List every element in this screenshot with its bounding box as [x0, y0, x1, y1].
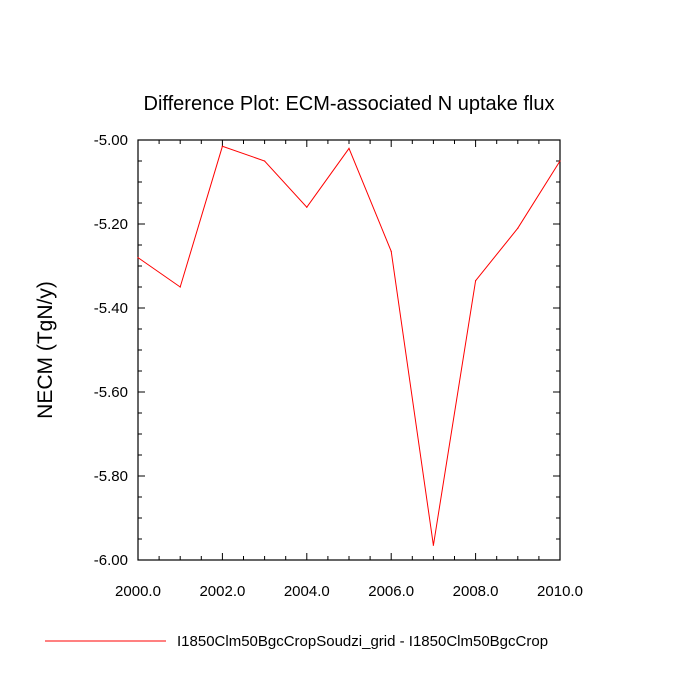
legend: I1850Clm50BgcCropSoudzi_grid - I1850Clm5…: [45, 633, 548, 650]
data-point: [348, 147, 350, 149]
x-tick-label: 2002.0: [199, 583, 245, 600]
plot-border: [137, 139, 561, 561]
data-point: [517, 227, 519, 229]
data-point: [390, 250, 392, 252]
axis-ticks: [137, 139, 561, 561]
data-point: [559, 160, 561, 162]
data-point: [221, 145, 223, 147]
x-tick-label: 2004.0: [284, 583, 330, 600]
legend-label: I1850Clm50BgcCropSoudzi_grid - I1850Clm5…: [177, 633, 548, 650]
y-tick-label: -5.20: [94, 216, 128, 233]
y-axis-label: NECM (TgN/y): [34, 281, 57, 419]
y-tick-label: -5.60: [94, 384, 128, 401]
x-tick-label: 2000.0: [115, 583, 161, 600]
y-tick-label: -6.00: [94, 552, 128, 569]
data-point: [475, 280, 477, 282]
chart-title: Difference Plot: ECM-associated N uptake…: [144, 93, 555, 115]
x-tick-label: 2006.0: [368, 583, 414, 600]
tick-labels: 2000.0 2002.0 2004.0 2006.0 2008.0 2010.0 -5.0…: [94, 132, 583, 600]
x-tick-label: 2008.0: [453, 583, 499, 600]
data-point: [137, 257, 139, 259]
data-point: [432, 544, 434, 546]
y-tick-label: -5.80: [94, 468, 128, 485]
series-layer: [137, 145, 561, 546]
plot-frame: [137, 139, 561, 561]
series-line: [137, 145, 561, 546]
x-tick-label: 2010.0: [537, 583, 583, 600]
y-tick-label: -5.40: [94, 300, 128, 317]
y-tick-label: -5.00: [94, 132, 128, 149]
data-point: [306, 206, 308, 208]
data-point: [179, 286, 181, 288]
data-point: [264, 160, 266, 162]
